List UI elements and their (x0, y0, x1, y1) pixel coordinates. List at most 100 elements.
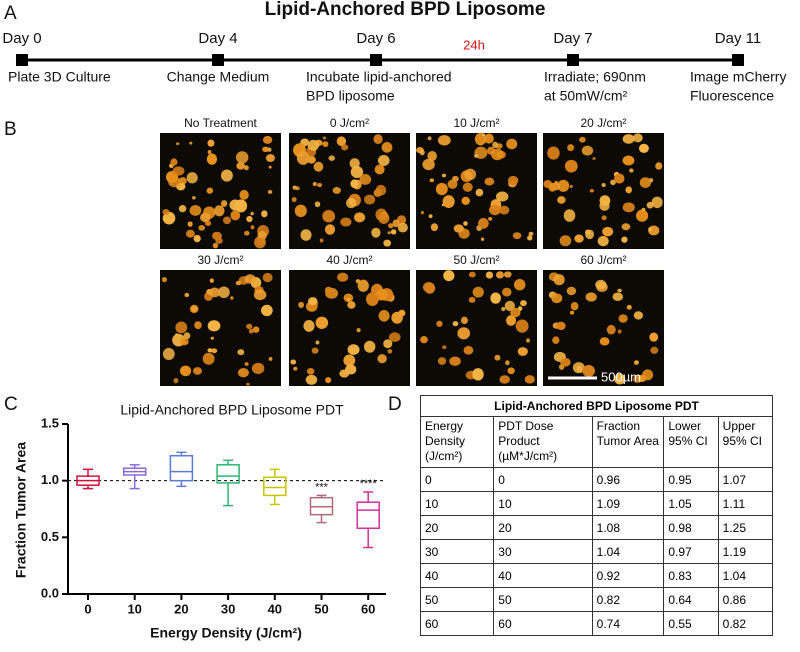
spheroid (244, 362, 249, 366)
spheroid (339, 369, 350, 378)
spheroid (490, 292, 501, 304)
spheroid (312, 181, 317, 187)
spheroid (430, 223, 439, 232)
spheroid (168, 176, 182, 188)
y-tick-label: 0.0 (41, 585, 59, 600)
micrograph (160, 270, 281, 386)
spheroid (424, 282, 436, 294)
spheroid (268, 356, 273, 361)
spheroid (646, 201, 654, 209)
spheroid (489, 204, 501, 216)
spheroid (618, 314, 628, 323)
table-cell: 1.11 (717, 491, 774, 516)
table-header-cell: Lower 95% CI (663, 416, 719, 468)
spheroid (462, 182, 473, 192)
spheroid (512, 232, 522, 240)
table-cell: 0.64 (663, 587, 719, 612)
spheroid (322, 210, 336, 223)
spheroid (481, 133, 486, 137)
spheroid (503, 271, 512, 278)
spheroid (184, 292, 190, 298)
micrograph (543, 133, 664, 249)
spheroid (610, 179, 616, 185)
spheroid (251, 362, 265, 375)
spheroid (250, 225, 255, 230)
spheroid (371, 227, 381, 238)
spheroid (453, 224, 464, 233)
spheroid (246, 382, 250, 386)
table-cell: 10 (493, 491, 593, 516)
timeline-event: Plate 3D Culture (8, 69, 111, 85)
table-cell: 0.92 (591, 563, 665, 588)
spheroid (472, 368, 484, 381)
timeline-event: Fluorescence (690, 88, 774, 104)
spheroid (569, 310, 575, 315)
spheroid (388, 332, 401, 343)
micrograph (416, 132, 537, 249)
table-cell: 60 (493, 611, 593, 636)
table-cell: 0.55 (663, 611, 719, 636)
spheroid (202, 352, 215, 365)
spheroid (215, 237, 223, 245)
spheroid (191, 305, 198, 312)
spheroid (601, 182, 606, 188)
spheroid (200, 212, 211, 223)
spheroid (548, 182, 557, 192)
timeline-event: BPD liposome (306, 88, 395, 104)
box (263, 476, 287, 497)
spheroid (447, 179, 458, 189)
spheroid (356, 328, 361, 333)
table-cell: 0.82 (717, 611, 774, 636)
spheroid (557, 196, 566, 204)
spheroid (468, 271, 476, 278)
spheroid (187, 221, 193, 227)
spheroid (638, 143, 649, 154)
spheroid (520, 300, 527, 307)
spheroid (547, 146, 560, 160)
table-cell: 1.07 (717, 467, 774, 492)
spheroid (170, 158, 178, 166)
spheroid (300, 229, 312, 241)
spheroid (261, 210, 268, 218)
spheroid (443, 270, 455, 282)
spheroid (314, 201, 321, 208)
y-tick-label: 1.0 (41, 472, 59, 487)
spheroid (442, 195, 455, 209)
spheroid (621, 236, 628, 243)
table-cell: 1.05 (663, 491, 719, 516)
table-row: 50 50 0.82 0.64 0.86 (419, 587, 774, 612)
spheroid (599, 337, 610, 346)
spheroid (383, 339, 393, 349)
spheroid (246, 323, 253, 330)
spheroid (207, 348, 213, 353)
spheroid (388, 223, 394, 229)
panel-label: A (4, 3, 17, 24)
spheroid (585, 229, 595, 240)
table-row: 60 60 0.74 0.55 0.82 (419, 611, 774, 636)
spheroid (553, 274, 565, 286)
spheroid (349, 158, 360, 169)
spheroid (513, 279, 526, 291)
spheroid (641, 207, 646, 212)
spheroid (161, 276, 168, 283)
spheroid (377, 155, 390, 166)
spheroid (290, 359, 297, 365)
spheroid (189, 205, 202, 216)
spheroid (185, 229, 195, 238)
box (169, 454, 194, 482)
spheroid (377, 354, 387, 364)
spheroid (463, 221, 468, 226)
spheroid (305, 374, 318, 385)
spheroid (579, 136, 586, 143)
spheroid (617, 288, 622, 293)
panel-label: C (4, 394, 18, 415)
spheroid (626, 304, 632, 310)
spheroid (457, 327, 471, 340)
table-cell: 0.97 (663, 539, 719, 564)
timeline-event: Irradiate; 690nm (544, 69, 646, 85)
spheroid (209, 287, 221, 298)
spheroid (483, 133, 494, 144)
spheroid (494, 354, 501, 361)
timeline-gap: 24h (463, 37, 485, 52)
